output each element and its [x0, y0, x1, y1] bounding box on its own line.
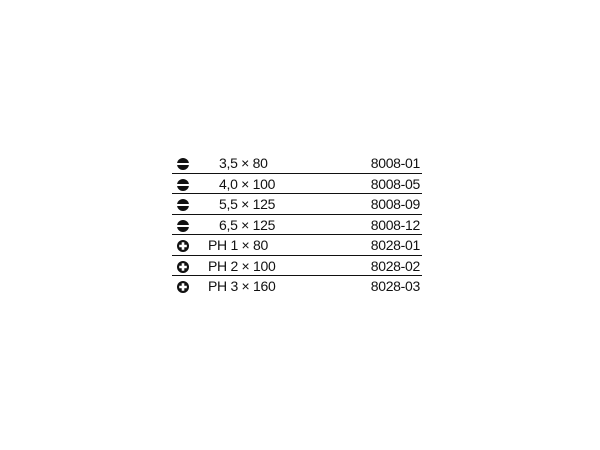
- table-row: 4,0 × 100 8008-05: [172, 174, 422, 194]
- slotted-tip-icon: [177, 219, 189, 232]
- article-code: 8028-01: [370, 237, 421, 253]
- size-label: PH 3 × 160: [208, 278, 276, 294]
- slotted-tip-icon: [177, 178, 189, 191]
- table-row: PH 1 × 80 8028-01: [172, 235, 422, 256]
- size-label: PH 2 × 100: [208, 257, 276, 274]
- screwdriver-table: 3,5 × 80 8008-01 4,0 × 100 8008-05 5,5 × 125…: [172, 153, 422, 297]
- article-code: 8008-09: [370, 196, 421, 212]
- article-code: 8028-03: [370, 278, 421, 294]
- article-code: 8008-01: [370, 155, 421, 171]
- size-label: 6,5 × 125: [219, 216, 276, 233]
- article-code: 8028-02: [370, 257, 421, 274]
- table-row: PH 2 × 100 8028-02: [172, 256, 422, 276]
- size-label: 3,5 × 80: [219, 155, 268, 171]
- size-label: 4,0 × 100: [219, 175, 276, 192]
- phillips-tip-icon: [177, 239, 189, 252]
- slotted-tip-icon: [177, 198, 189, 211]
- article-code: 8008-05: [370, 175, 421, 192]
- slotted-tip-icon: [177, 157, 189, 170]
- table-row: 6,5 × 125 8008-12: [172, 215, 422, 235]
- article-code: 8008-12: [370, 216, 421, 233]
- table-row: 3,5 × 80 8008-01: [172, 153, 422, 174]
- size-label: 5,5 × 125: [219, 196, 276, 212]
- phillips-tip-icon: [177, 280, 189, 293]
- table-row: PH 3 × 160 8028-03: [172, 276, 422, 297]
- phillips-tip-icon: [177, 260, 189, 273]
- table-row: 5,5 × 125 8008-09: [172, 194, 422, 215]
- size-label: PH 1 × 80: [208, 237, 268, 253]
